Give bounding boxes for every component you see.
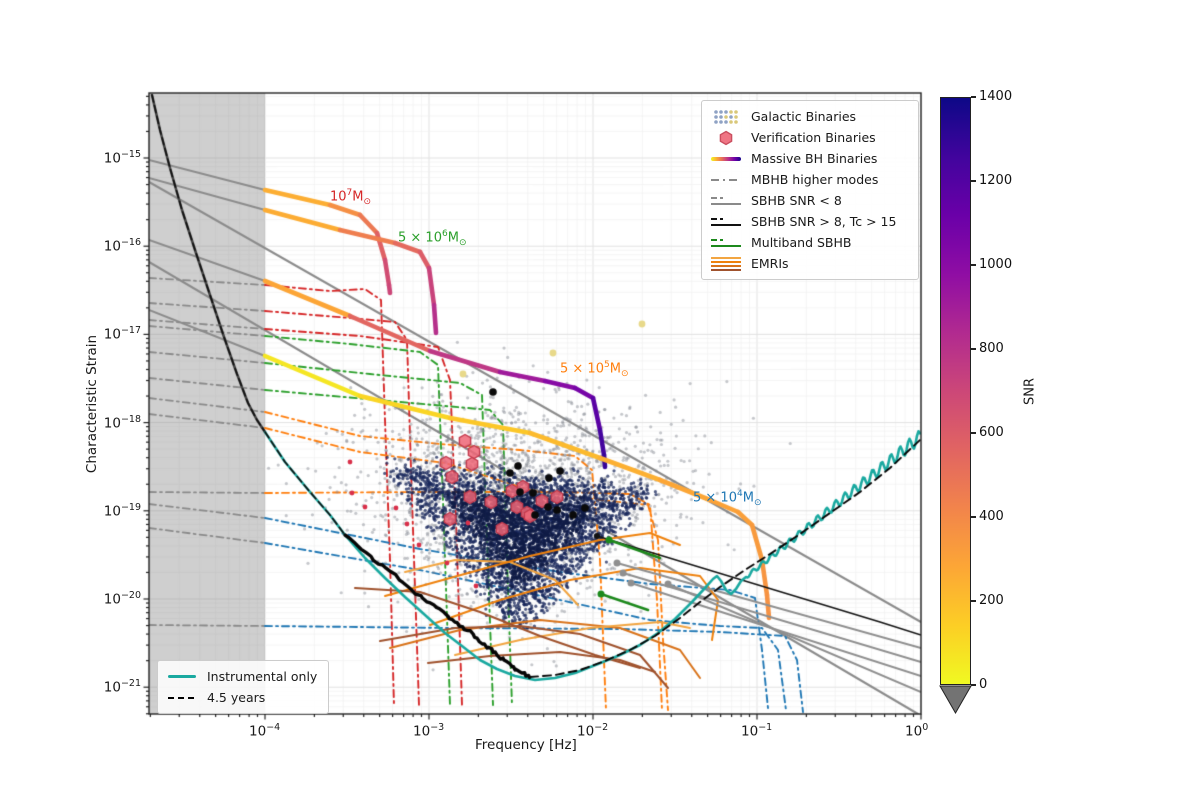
hexagon-icon [711, 130, 741, 146]
x-tick-label: 10−2 [577, 722, 609, 740]
gradient-line-icon [711, 156, 741, 161]
legend-item-verification-binaries: Verification Binaries [711, 127, 909, 148]
legend-label: Multiband SBHB [751, 235, 852, 250]
legend-label: EMRIs [751, 256, 789, 271]
colorbar-under-arrow [939, 685, 972, 715]
colorbar-tick-label: 600 [979, 425, 1004, 440]
x-tick-label: 100 [905, 722, 929, 740]
legend-item-45-years: 4.5 years [167, 687, 319, 708]
y-tick-label: 10−20 [103, 590, 141, 608]
x-tick-label: 10−1 [741, 722, 773, 740]
mass-annotation: 5 × 106M⊙ [398, 229, 467, 248]
legend-label: 4.5 years [207, 690, 266, 705]
legend-label: Verification Binaries [751, 130, 876, 145]
x-axis-label: Frequency [Hz] [475, 737, 577, 753]
colorbar-tick-mark [971, 348, 976, 350]
colorbar-tick-mark [971, 684, 976, 686]
y-axis-label: Characteristic Strain [84, 334, 100, 474]
y-tick-label: 10−19 [103, 501, 141, 520]
colorbar-tick-label: 1000 [979, 257, 1013, 272]
colorbar-tick-mark [971, 516, 976, 518]
colorbar-tick-label: 200 [979, 593, 1004, 608]
legend-noise: Instrumental only 4.5 years [157, 660, 329, 714]
colorbar-tick-label: 800 [979, 341, 1004, 356]
legend-label: SBHB SNR > 8, Tc > 15 [751, 214, 897, 229]
two-line-green-icon [711, 237, 741, 249]
y-tick-label: 10−17 [103, 325, 141, 343]
colorbar [940, 97, 971, 685]
multi-line-emri-icon [711, 256, 741, 271]
two-line-gray-icon [711, 195, 741, 207]
x-tick-label: 10−4 [249, 722, 281, 740]
legend-label: Instrumental only [207, 669, 318, 684]
colorbar-tick-mark [971, 96, 976, 98]
two-line-black-icon [711, 216, 741, 228]
legend-label: Massive BH Binaries [751, 151, 878, 166]
legend-item-instrumental-only: Instrumental only [167, 666, 319, 687]
legend-item-sbhb-low-snr: SBHB SNR < 8 [711, 190, 909, 211]
dashdot-line-icon [711, 177, 741, 183]
legend-item-mbhb-higher-modes: MBHB higher modes [711, 169, 909, 190]
y-tick-label: 10−15 [103, 149, 141, 167]
y-tick-label: 10−21 [103, 678, 141, 696]
legend-item-sbhb-high-snr: SBHB SNR > 8, Tc > 15 [711, 211, 909, 232]
legend-label: MBHB higher modes [751, 172, 879, 187]
legend-label: SBHB SNR < 8 [751, 193, 842, 208]
colorbar-tick-label: 1200 [979, 173, 1013, 188]
x-tick-label: 10−3 [413, 722, 445, 740]
colorbar-tick-label: 0 [979, 677, 988, 692]
colorbar-label: SNR [1022, 378, 1038, 406]
black-dashed-line-icon [167, 695, 197, 701]
legend-item-emris: EMRIs [711, 253, 909, 274]
mass-annotation: 5 × 104M⊙ [693, 489, 762, 508]
dot-grid-icon [711, 109, 741, 124]
y-tick-label: 10−18 [103, 413, 141, 432]
y-tick-label: 10−16 [103, 237, 141, 255]
colorbar-tick-mark [971, 180, 976, 182]
legend-label: Galactic Binaries [751, 109, 857, 124]
colorbar-tick-mark [971, 264, 976, 266]
legend-item-massive-bh-binaries: Massive BH Binaries [711, 148, 909, 169]
colorbar-tick-mark [971, 432, 976, 434]
teal-line-icon [167, 675, 197, 678]
legend-item-galactic-binaries: Galactic Binaries [711, 106, 909, 127]
mass-annotation: 5 × 105M⊙ [560, 360, 629, 379]
colorbar-tick-mark [971, 600, 976, 602]
colorbar-tick-label: 400 [979, 509, 1004, 524]
legend-main: Galactic Binaries Verification Binaries … [701, 100, 919, 280]
legend-item-multiband-sbhb: Multiband SBHB [711, 232, 909, 253]
mass-annotation: 107M⊙ [330, 188, 372, 207]
colorbar-tick-label: 1400 [979, 89, 1013, 104]
